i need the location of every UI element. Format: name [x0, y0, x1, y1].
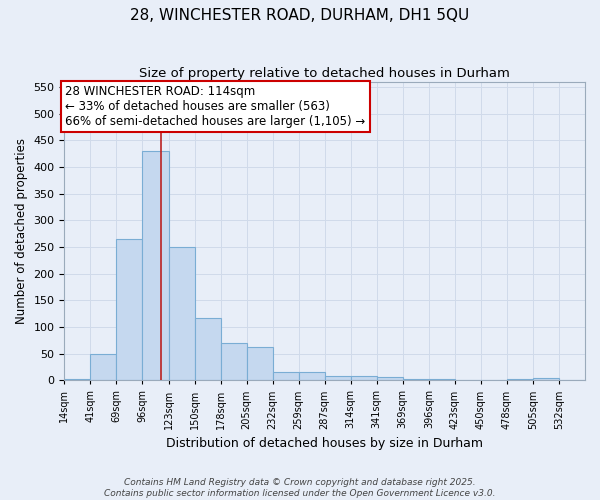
Bar [64, 379, 91, 380]
Bar [351, 376, 377, 380]
Text: 28, WINCHESTER ROAD, DURHAM, DH1 5QU: 28, WINCHESTER ROAD, DURHAM, DH1 5QU [130, 8, 470, 22]
Bar [377, 377, 403, 380]
Bar [533, 378, 559, 380]
Bar [429, 379, 455, 380]
Bar [299, 372, 325, 380]
Bar [221, 343, 247, 380]
Bar [507, 379, 533, 380]
Text: 28 WINCHESTER ROAD: 114sqm
← 33% of detached houses are smaller (563)
66% of sem: 28 WINCHESTER ROAD: 114sqm ← 33% of deta… [65, 84, 365, 128]
Bar [169, 247, 194, 380]
Bar [116, 239, 142, 380]
Bar [325, 376, 351, 380]
Title: Size of property relative to detached houses in Durham: Size of property relative to detached ho… [139, 68, 510, 80]
X-axis label: Distribution of detached houses by size in Durham: Distribution of detached houses by size … [166, 437, 483, 450]
Bar [247, 347, 272, 380]
Bar [403, 378, 429, 380]
Text: Contains HM Land Registry data © Crown copyright and database right 2025.
Contai: Contains HM Land Registry data © Crown c… [104, 478, 496, 498]
Bar [194, 318, 221, 380]
Bar [91, 354, 116, 380]
Bar [272, 372, 299, 380]
Bar [142, 151, 169, 380]
Y-axis label: Number of detached properties: Number of detached properties [15, 138, 28, 324]
